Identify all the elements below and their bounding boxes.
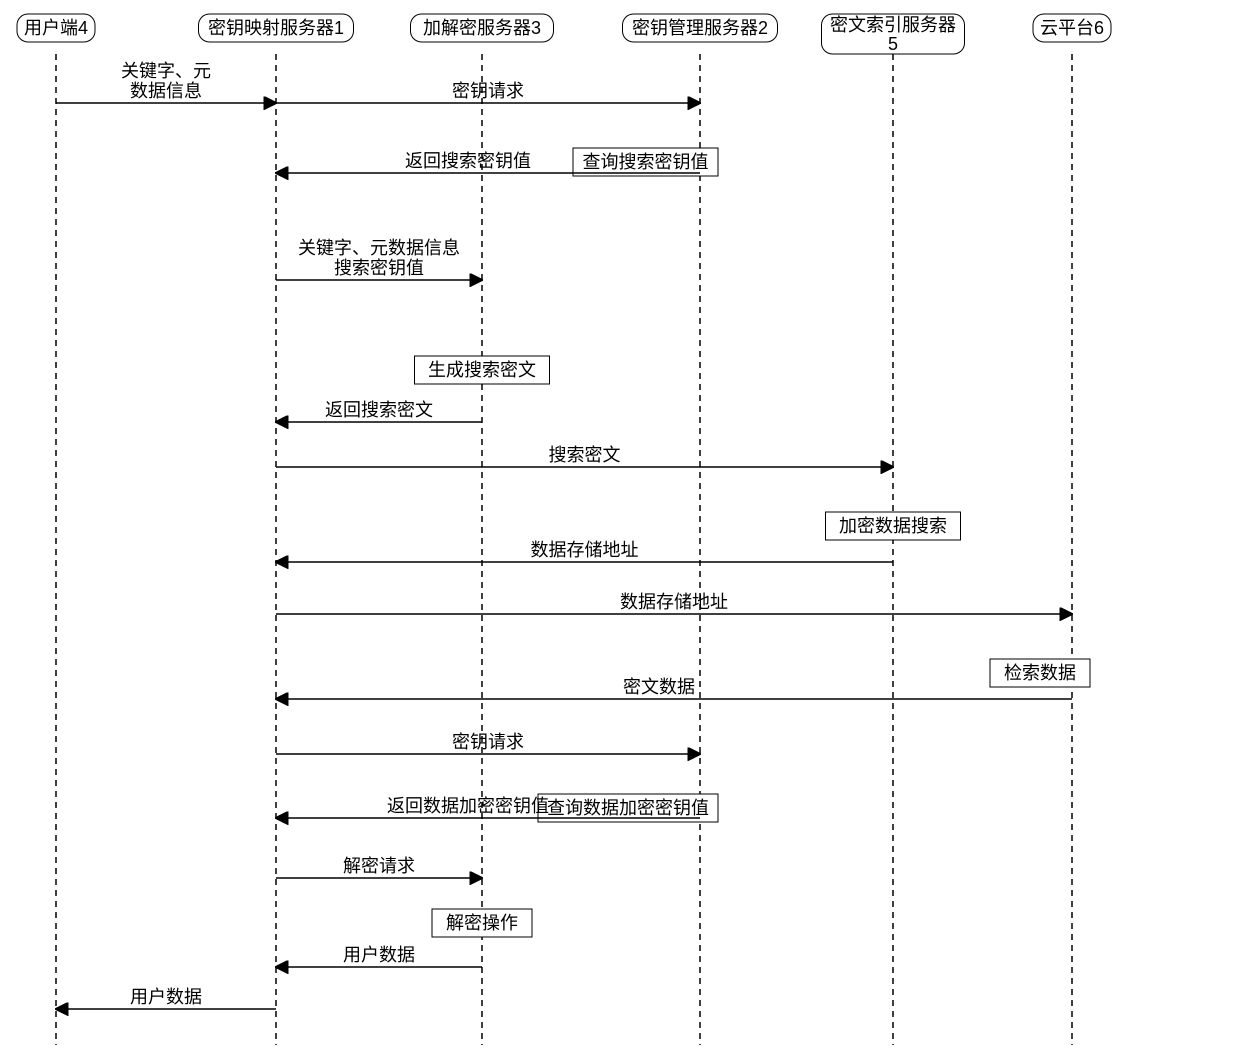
message-label: 搜索密钥值 xyxy=(334,258,424,278)
message-label: 数据存储地址 xyxy=(620,592,728,612)
note-label: 加密数据搜索 xyxy=(839,516,947,536)
message-label: 密钥请求 xyxy=(452,81,524,101)
message-label: 数据信息 xyxy=(130,81,202,101)
note-label: 检索数据 xyxy=(1004,663,1076,683)
message-label: 返回搜索密钥值 xyxy=(405,151,531,171)
svg-text:用户端4: 用户端4 xyxy=(24,18,88,38)
message-label: 返回数据加密密钥值 xyxy=(387,796,549,816)
svg-text:云平台6: 云平台6 xyxy=(1040,18,1104,38)
note-label: 解密操作 xyxy=(446,913,518,933)
message-label: 返回搜索密文 xyxy=(325,400,433,420)
svg-text:密钥映射服务器1: 密钥映射服务器1 xyxy=(208,18,344,38)
note-label: 查询数据加密密钥值 xyxy=(547,798,709,818)
svg-text:密文索引服务器: 密文索引服务器 xyxy=(830,15,956,35)
message-label: 数据存储地址 xyxy=(531,540,639,560)
message-label: 关键字、元 xyxy=(121,61,211,81)
message-label: 解密请求 xyxy=(343,856,415,876)
svg-text:加解密服务器3: 加解密服务器3 xyxy=(423,18,541,38)
svg-text:密钥管理服务器2: 密钥管理服务器2 xyxy=(632,18,768,38)
message-label: 密钥请求 xyxy=(452,732,524,752)
note-label: 生成搜索密文 xyxy=(428,360,536,380)
message-label: 搜索密文 xyxy=(549,445,621,465)
message-label: 密文数据 xyxy=(623,677,695,697)
sequence-diagram: 用户端4 密钥映射服务器1 加解密服务器3 密钥管理服务器2 密文索引服务器5 云平台6 关… xyxy=(0,0,1240,1061)
svg-text:5: 5 xyxy=(888,34,898,54)
message-label: 关键字、元数据信息 xyxy=(298,238,460,258)
note-label: 查询搜索密钥值 xyxy=(583,152,709,172)
message-label: 用户数据 xyxy=(130,987,202,1007)
message-label: 用户数据 xyxy=(343,945,415,965)
